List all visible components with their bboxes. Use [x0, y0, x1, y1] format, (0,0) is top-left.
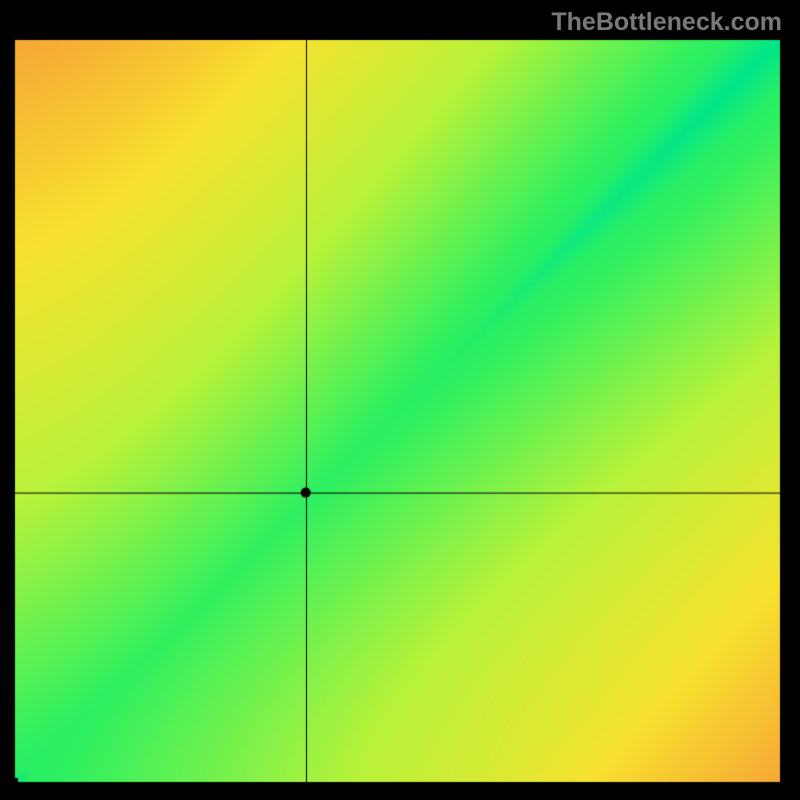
bottleneck-heatmap [0, 0, 800, 800]
watermark-text: TheBottleneck.com [551, 8, 782, 37]
chart-container: TheBottleneck.com [0, 0, 800, 800]
